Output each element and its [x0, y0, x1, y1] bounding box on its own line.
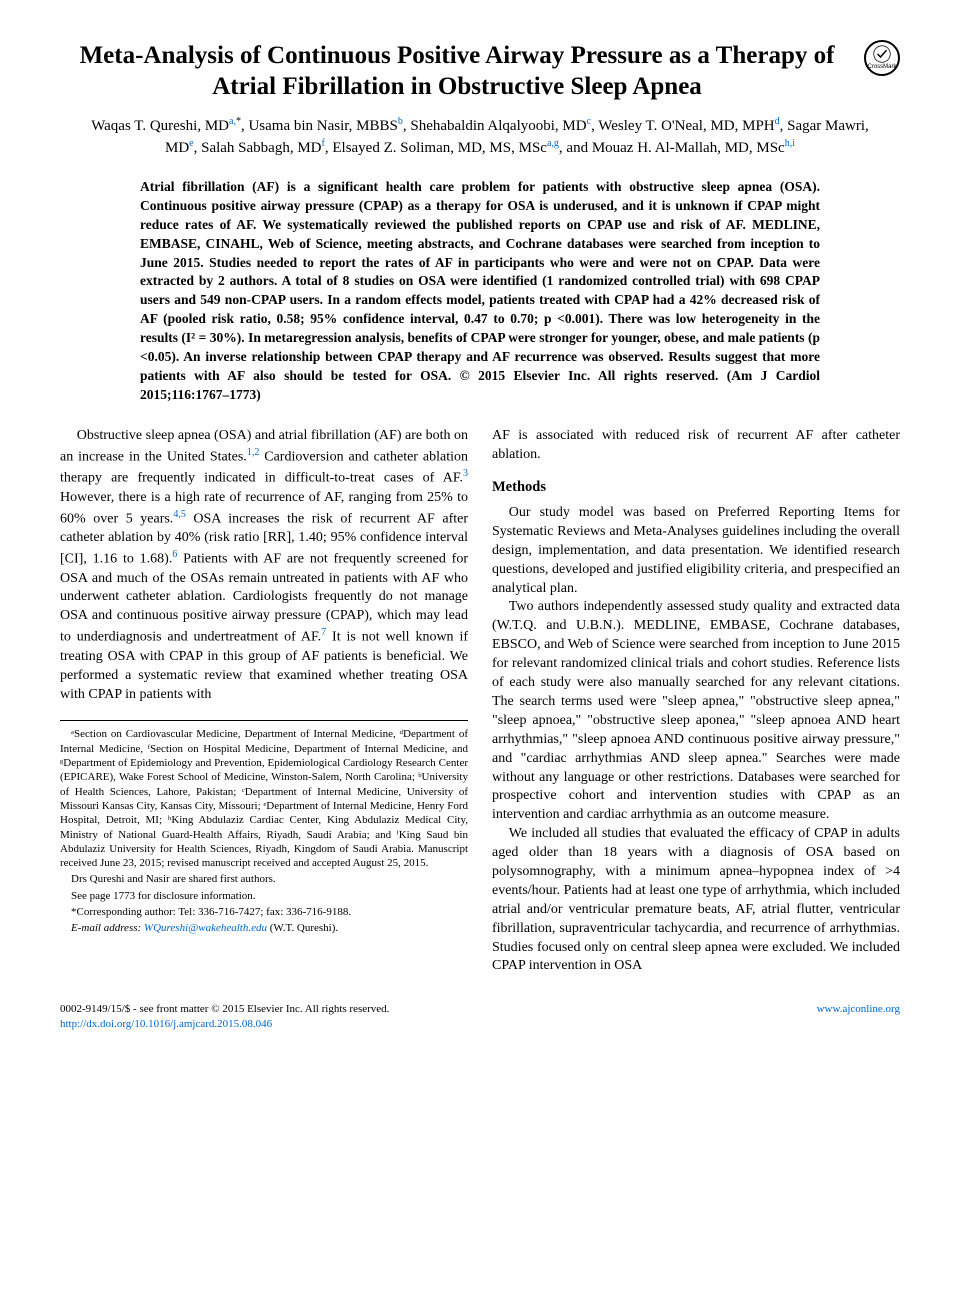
crossmark-icon[interactable]: CrossMark [864, 40, 900, 76]
doi-link[interactable]: http://dx.doi.org/10.1016/j.amjcard.2015… [60, 1018, 272, 1030]
crossmark-glyph [873, 45, 891, 63]
email-link[interactable]: WQureshi@wakehealth.edu [144, 922, 267, 934]
page-footer: 0002-9149/15/$ - see front matter © 2015… [60, 996, 900, 1032]
journal-url[interactable]: www.ajconline.org [817, 1003, 900, 1015]
col2-lead: AF is associated with reduced risk of re… [492, 427, 900, 465]
corresponding-author-note: *Corresponding author: Tel: 336-716-7427… [60, 905, 468, 919]
article-title: Meta-Analysis of Continuous Positive Air… [60, 40, 854, 103]
title-row: Meta-Analysis of Continuous Positive Air… [60, 40, 900, 103]
footer-right: www.ajconline.org [817, 1002, 900, 1032]
email-label: E-mail address: [71, 922, 141, 934]
affiliations-footnote: ᵃSection on Cardiovascular Medicine, Dep… [60, 727, 468, 870]
intro-paragraph: Obstructive sleep apnea (OSA) and atrial… [60, 427, 468, 705]
disclosure-note: See page 1773 for disclosure information… [60, 889, 468, 903]
authors-block: Waqas T. Qureshi, MDa,*, Usama bin Nasir… [90, 115, 870, 161]
abstract-text: Atrial fibrillation (AF) is a significan… [140, 179, 820, 402]
footnotes-block: ᵃSection on Cardiovascular Medicine, Dep… [60, 720, 468, 935]
methods-heading: Methods [492, 478, 900, 498]
methods-p1: Our study model was based on Preferred R… [492, 504, 900, 598]
methods-p2: Two authors independently assessed study… [492, 598, 900, 825]
abstract: Atrial fibrillation (AF) is a significan… [140, 178, 820, 405]
email-tail: (W.T. Qureshi). [270, 922, 338, 934]
crossmark-label: CrossMark [867, 63, 896, 71]
body-columns: Obstructive sleep apnea (OSA) and atrial… [60, 427, 900, 977]
copyright-line: 0002-9149/15/$ - see front matter © 2015… [60, 1002, 389, 1017]
methods-p3: We included all studies that evaluated t… [492, 825, 900, 976]
email-line: E-mail address: WQureshi@wakehealth.edu … [60, 921, 468, 935]
footer-left: 0002-9149/15/$ - see front matter © 2015… [60, 1002, 389, 1032]
shared-authors-note: Drs Qureshi and Nasir are shared first a… [60, 872, 468, 886]
